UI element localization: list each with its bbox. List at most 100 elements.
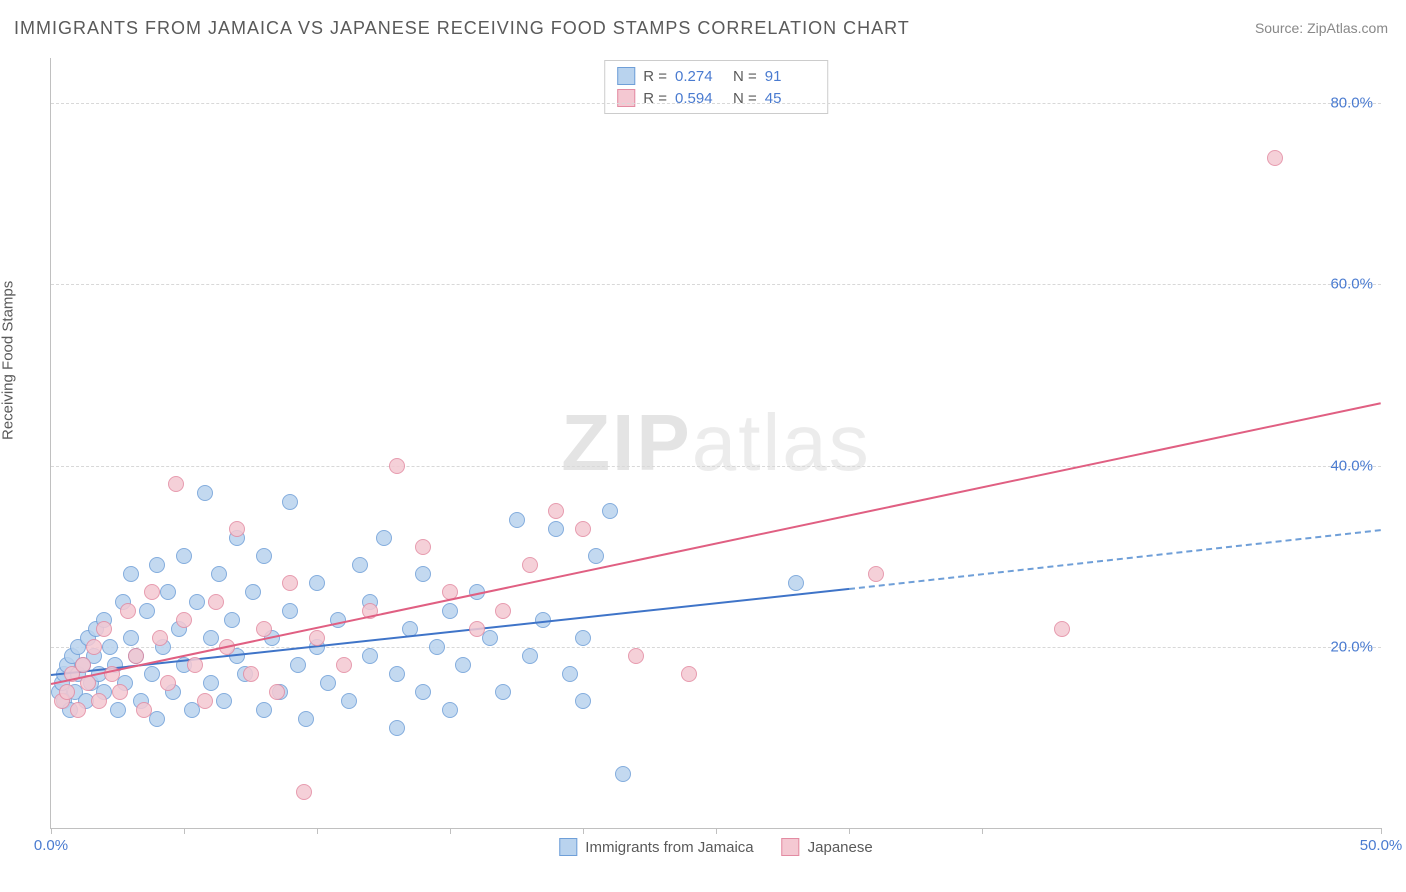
scatter-point: [548, 503, 564, 519]
scatter-point: [282, 494, 298, 510]
scatter-point: [309, 575, 325, 591]
scatter-point: [628, 648, 644, 664]
trend-line: [51, 402, 1381, 685]
chart-title: IMMIGRANTS FROM JAMAICA VS JAPANESE RECE…: [14, 18, 910, 39]
legend-swatch: [617, 89, 635, 107]
legend-swatch: [782, 838, 800, 856]
scatter-point: [298, 711, 314, 727]
y-tick-label: 40.0%: [1330, 457, 1373, 474]
n-label: N =: [733, 68, 757, 85]
scatter-point: [245, 584, 261, 600]
scatter-point: [282, 603, 298, 619]
scatter-point: [469, 621, 485, 637]
scatter-point: [128, 648, 144, 664]
scatter-point: [211, 566, 227, 582]
scatter-point: [575, 521, 591, 537]
scatter-point: [442, 702, 458, 718]
x-tick: [184, 828, 185, 834]
scatter-point: [562, 666, 578, 682]
scatter-point: [256, 621, 272, 637]
scatter-point: [602, 503, 618, 519]
legend-series: Immigrants from Jamaica Japanese: [559, 838, 872, 856]
legend-row: R =0.594N =45: [617, 87, 815, 109]
scatter-point: [415, 539, 431, 555]
legend-label: Japanese: [808, 839, 873, 856]
scatter-point: [290, 657, 306, 673]
scatter-point: [868, 566, 884, 582]
legend-swatch: [559, 838, 577, 856]
legend-item: Japanese: [782, 838, 873, 856]
gridline: [51, 103, 1381, 104]
scatter-point: [615, 766, 631, 782]
scatter-point: [75, 657, 91, 673]
scatter-point: [136, 702, 152, 718]
scatter-point: [429, 639, 445, 655]
scatter-point: [91, 693, 107, 709]
source-label: Source: ZipAtlas.com: [1255, 20, 1388, 36]
legend-label: Immigrants from Jamaica: [585, 839, 753, 856]
scatter-point: [548, 521, 564, 537]
scatter-point: [269, 684, 285, 700]
trend-line: [849, 529, 1381, 590]
scatter-point: [160, 675, 176, 691]
scatter-point: [96, 621, 112, 637]
scatter-point: [256, 702, 272, 718]
scatter-point: [320, 675, 336, 691]
scatter-point: [197, 485, 213, 501]
scatter-point: [522, 648, 538, 664]
scatter-point: [681, 666, 697, 682]
scatter-point: [282, 575, 298, 591]
x-tick-label: 0.0%: [34, 837, 68, 854]
scatter-point: [139, 603, 155, 619]
scatter-point: [455, 657, 471, 673]
scatter-point: [70, 702, 86, 718]
scatter-point: [189, 594, 205, 610]
scatter-point: [152, 630, 168, 646]
scatter-point: [123, 630, 139, 646]
scatter-point: [224, 612, 240, 628]
scatter-point: [197, 693, 213, 709]
scatter-point: [160, 584, 176, 600]
gridline: [51, 466, 1381, 467]
scatter-point: [243, 666, 259, 682]
scatter-point: [389, 666, 405, 682]
scatter-point: [509, 512, 525, 528]
scatter-point: [168, 476, 184, 492]
legend-row: R =0.274N =91: [617, 65, 815, 87]
y-tick-label: 60.0%: [1330, 276, 1373, 293]
gridline: [51, 647, 1381, 648]
x-tick: [982, 828, 983, 834]
watermark: ZIPatlas: [561, 397, 870, 489]
scatter-point: [112, 684, 128, 700]
scatter-point: [149, 711, 165, 727]
scatter-point: [296, 784, 312, 800]
legend-correlation: R =0.274N =91R =0.594N =45: [604, 60, 828, 114]
r-value: 0.274: [675, 68, 725, 85]
scatter-point: [176, 612, 192, 628]
scatter-point: [309, 630, 325, 646]
x-tick: [51, 828, 52, 834]
scatter-point: [120, 603, 136, 619]
x-tick: [716, 828, 717, 834]
scatter-point: [86, 639, 102, 655]
scatter-point: [588, 548, 604, 564]
scatter-point: [216, 693, 232, 709]
scatter-point: [575, 693, 591, 709]
scatter-point: [229, 521, 245, 537]
scatter-point: [575, 630, 591, 646]
y-axis-label: Receiving Food Stamps: [0, 281, 17, 440]
scatter-point: [144, 584, 160, 600]
scatter-point: [522, 557, 538, 573]
scatter-point: [176, 548, 192, 564]
scatter-point: [482, 630, 498, 646]
scatter-point: [495, 684, 511, 700]
scatter-point: [788, 575, 804, 591]
legend-item: Immigrants from Jamaica: [559, 838, 753, 856]
scatter-point: [341, 693, 357, 709]
scatter-point: [102, 639, 118, 655]
scatter-point: [187, 657, 203, 673]
x-tick-label: 50.0%: [1360, 837, 1403, 854]
x-tick: [849, 828, 850, 834]
scatter-point: [336, 657, 352, 673]
x-tick: [583, 828, 584, 834]
